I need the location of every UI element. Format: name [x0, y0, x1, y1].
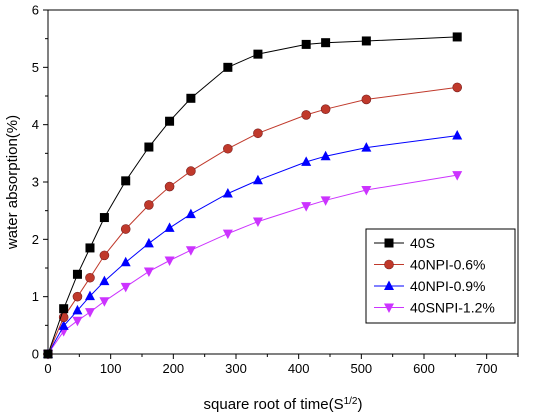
- legend-label: 40NPI-0.6%: [410, 257, 485, 273]
- x-tick-label: 700: [476, 361, 498, 376]
- data-point: [72, 269, 82, 279]
- data-point: [72, 316, 83, 327]
- data-point: [120, 282, 131, 293]
- x-tick-label: 100: [100, 361, 122, 376]
- data-point: [361, 142, 372, 152]
- data-point: [301, 39, 311, 49]
- series-40NPI-0.6%: [43, 82, 463, 359]
- data-point: [223, 143, 233, 154]
- data-point: [144, 200, 154, 210]
- data-point: [120, 256, 131, 267]
- data-point: [452, 32, 462, 42]
- data-point: [164, 222, 175, 232]
- legend: 40S 40NPI-0.6% 40NPI-0.9% 40SNPI-1.2%: [365, 228, 516, 324]
- legend-marker: [384, 259, 394, 270]
- legend-item: 40SNPI-1.2%: [374, 300, 495, 316]
- legend-item: 40S: [374, 235, 435, 251]
- y-tick-label: 0: [32, 347, 39, 362]
- data-point: [222, 187, 233, 198]
- legend-marker: [384, 238, 394, 248]
- legend-label: 40NPI-0.9%: [410, 278, 485, 294]
- data-point: [43, 349, 53, 359]
- data-point: [253, 49, 263, 59]
- data-point: [72, 291, 83, 302]
- data-point: [320, 196, 331, 206]
- data-point: [320, 104, 331, 114]
- data-point: [301, 156, 312, 166]
- x-tick-label: 200: [162, 361, 184, 376]
- data-point: [320, 150, 331, 161]
- axis-ticks: 0 100 200 300 400 500 600 700 0 1 2 3 4 5 6: [32, 3, 519, 376]
- x-tick-label: 600: [413, 361, 435, 376]
- data-point: [143, 267, 154, 277]
- y-tick-label: 6: [32, 3, 39, 18]
- data-point: [59, 304, 69, 314]
- data-point: [186, 166, 196, 176]
- data-point: [301, 202, 312, 212]
- data-point: [99, 297, 110, 307]
- x-tick-label: 500: [350, 361, 372, 376]
- data-point: [99, 213, 109, 223]
- data-point: [452, 82, 463, 93]
- legend-item: 40NPI-0.9%: [374, 278, 485, 294]
- data-point: [186, 93, 196, 103]
- series-40NPI-0.9%: [43, 130, 463, 358]
- y-tick-label: 3: [32, 175, 39, 190]
- series-layer: [43, 32, 463, 360]
- data-point: [321, 38, 331, 48]
- data-point: [253, 128, 263, 139]
- data-point: [222, 229, 233, 240]
- y-tick-label: 5: [32, 60, 39, 75]
- x-axis-title: square root of time(S1/2): [204, 396, 363, 414]
- legend-marker: [384, 280, 394, 290]
- data-point: [301, 110, 311, 120]
- series-40S: [43, 32, 462, 359]
- data-point: [85, 243, 95, 253]
- y-tick-label: 1: [32, 289, 39, 304]
- data-point: [144, 142, 154, 152]
- data-point: [185, 208, 196, 219]
- data-point: [165, 116, 175, 126]
- data-point: [120, 224, 131, 234]
- data-point: [99, 275, 110, 286]
- legend-item: 40NPI-0.6%: [374, 257, 485, 273]
- data-point: [452, 130, 463, 140]
- legend-label: 40S: [410, 235, 435, 251]
- data-point: [84, 308, 95, 318]
- data-point: [185, 246, 196, 256]
- data-point: [252, 174, 263, 185]
- data-point: [361, 36, 371, 46]
- data-point: [85, 272, 95, 283]
- data-point: [361, 186, 372, 196]
- x-tick-label: 300: [225, 361, 247, 376]
- data-point: [252, 217, 263, 228]
- y-tick-label: 2: [32, 232, 39, 247]
- data-point: [452, 171, 463, 181]
- data-point: [143, 237, 154, 248]
- data-point: [223, 62, 233, 72]
- x-tick-label: 0: [44, 361, 51, 376]
- y-axis-title: water absorption(%): [4, 115, 21, 250]
- data-point: [84, 290, 95, 301]
- y-tick-label: 4: [32, 117, 39, 132]
- data-point: [58, 320, 69, 330]
- data-point: [121, 176, 131, 186]
- data-point: [99, 250, 110, 261]
- data-point: [164, 181, 175, 192]
- legend-label: 40SNPI-1.2%: [410, 300, 495, 316]
- data-point: [72, 304, 83, 315]
- legend-marker: [384, 303, 394, 313]
- data-point: [361, 94, 372, 105]
- data-point: [164, 256, 175, 267]
- x-tick-label: 400: [288, 361, 310, 376]
